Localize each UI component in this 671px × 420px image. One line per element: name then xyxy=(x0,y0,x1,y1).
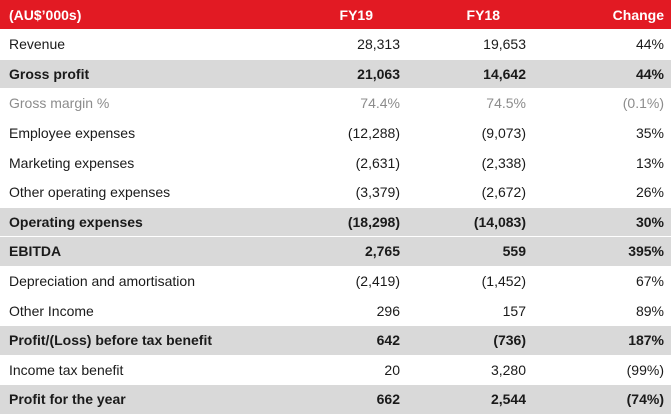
row-fy18: (14,083) xyxy=(473,213,526,230)
row-gross-profit: Gross profit 21,063 14,642 44% xyxy=(0,59,671,90)
row-fy18: 19,653 xyxy=(483,36,526,53)
row-fy18: 3,280 xyxy=(490,361,526,378)
row-change: 44% xyxy=(635,36,664,53)
row-ebitda: EBITDA 2,765 559 395% xyxy=(0,237,671,267)
row-fy19: 74.4% xyxy=(360,95,400,112)
row-fy19: 2,765 xyxy=(364,243,400,260)
row-change: 44% xyxy=(635,65,664,82)
row-fy18: 157 xyxy=(502,302,526,319)
row-fy19: (3,379) xyxy=(355,184,400,201)
row-fy19: 642 xyxy=(376,332,400,349)
row-fy19: 28,313 xyxy=(357,36,400,53)
row-other-operating-expenses: Other operating expenses (3,379) (2,672)… xyxy=(0,178,671,208)
row-label: Employee expenses xyxy=(9,125,136,142)
row-change: 395% xyxy=(628,243,664,260)
row-label: Profit for the year xyxy=(9,391,126,408)
row-fy18: (2,672) xyxy=(481,184,526,201)
row-fy18: (1,452) xyxy=(481,273,526,290)
row-fy19: 21,063 xyxy=(357,65,400,82)
row-change: 26% xyxy=(635,184,664,201)
row-fy18: (2,338) xyxy=(481,154,526,171)
row-label: Operating expenses xyxy=(9,213,143,230)
row-fy19: (18,298) xyxy=(347,213,400,230)
row-change: 187% xyxy=(628,332,664,349)
row-label: Depreciation and amortisation xyxy=(9,273,195,290)
row-revenue: Revenue 28,313 19,653 44% xyxy=(0,30,671,60)
header-fy18: FY18 xyxy=(466,6,500,23)
row-label: Other operating expenses xyxy=(9,184,171,201)
row-label: EBITDA xyxy=(9,243,62,260)
row-depreciation-amortisation: Depreciation and amortisation (2,419) (1… xyxy=(0,267,671,297)
row-change: (99%) xyxy=(626,361,664,378)
row-change: 13% xyxy=(635,154,664,171)
row-profit-before-tax: Profit/(Loss) before tax benefit 642 (73… xyxy=(0,325,671,356)
row-employee-expenses: Employee expenses (12,288) (9,073) 35% xyxy=(0,119,671,149)
row-change: 35% xyxy=(635,125,664,142)
row-label: Income tax benefit xyxy=(9,361,124,378)
row-fy18: 559 xyxy=(502,243,526,260)
row-other-income: Other Income 296 157 89% xyxy=(0,296,671,326)
header-currency-label: (AU$’000s) xyxy=(9,6,82,23)
row-label: Revenue xyxy=(9,36,66,53)
row-fy18: 2,544 xyxy=(490,391,526,408)
row-fy18: 74.5% xyxy=(486,95,526,112)
row-change: 89% xyxy=(635,302,664,319)
row-gross-margin: Gross margin % 74.4% 74.5% (0.1%) xyxy=(0,89,671,119)
row-fy19: (2,631) xyxy=(355,154,400,171)
header-change: Change xyxy=(612,6,664,23)
row-label: Marketing expenses xyxy=(9,154,135,171)
row-label: Gross margin % xyxy=(9,95,110,112)
row-operating-expenses: Operating expenses (18,298) (14,083) 30% xyxy=(0,207,671,238)
row-change: 30% xyxy=(635,213,664,230)
row-fy18: (736) xyxy=(493,332,526,349)
row-fy19: 20 xyxy=(384,361,400,378)
row-fy19: (2,419) xyxy=(355,273,400,290)
table-header-row: (AU$’000s) FY19 FY18 Change xyxy=(0,0,671,30)
header-fy19: FY19 xyxy=(339,6,373,23)
row-marketing-expenses: Marketing expenses (2,631) (2,338) 13% xyxy=(0,148,671,178)
row-fy18: 14,642 xyxy=(483,65,526,82)
row-change: (0.1%) xyxy=(622,95,664,112)
row-label: Profit/(Loss) before tax benefit xyxy=(9,332,213,349)
row-fy19: 662 xyxy=(376,391,400,408)
row-change: 67% xyxy=(635,273,664,290)
row-fy19: (12,288) xyxy=(347,125,400,142)
row-fy18: (9,073) xyxy=(481,125,526,142)
row-income-tax-benefit: Income tax benefit 20 3,280 (99%) xyxy=(0,356,671,386)
row-profit-for-year: Profit for the year 662 2,544 (74%) xyxy=(0,385,671,415)
row-label: Other Income xyxy=(9,302,94,319)
row-fy19: 296 xyxy=(376,302,400,319)
row-change: (74%) xyxy=(626,391,664,408)
row-label: Gross profit xyxy=(9,65,90,82)
